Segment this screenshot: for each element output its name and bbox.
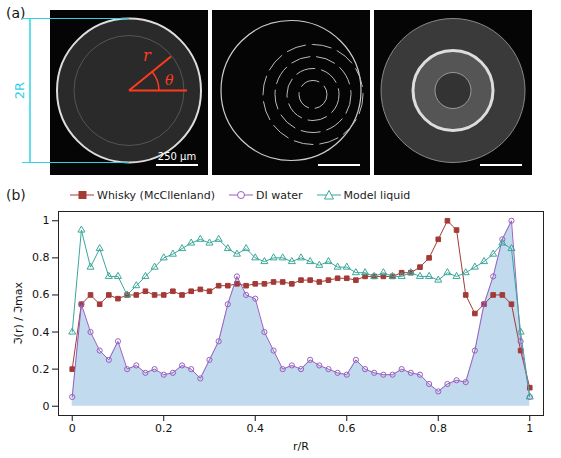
svg-text:0: 0 [69, 422, 76, 435]
svg-text:0.8: 0.8 [430, 422, 448, 435]
svg-text:r: r [143, 46, 152, 65]
svg-text:2R: 2R [12, 82, 27, 99]
svg-text:1: 1 [43, 214, 50, 227]
svg-text:0.8: 0.8 [32, 251, 50, 264]
html-text:Model liquid: Model liquid [343, 188, 411, 202]
svg-text:1: 1 [526, 422, 533, 435]
svg-text:θ: θ [165, 72, 174, 88]
html-text:DI water: DI water [256, 188, 303, 202]
svg-text:ℑ(r) / ℑmax: ℑ(r) / ℑmax [12, 281, 25, 345]
svg-text:0: 0 [43, 400, 50, 413]
svg-text:0.6: 0.6 [338, 422, 356, 435]
svg-text:250 μm: 250 μm [158, 151, 196, 162]
svg-text:0.2: 0.2 [155, 422, 173, 435]
svg-text:0.2: 0.2 [32, 363, 50, 376]
svg-text:(a): (a) [6, 5, 26, 21]
svg-text:0.4: 0.4 [32, 326, 50, 339]
svg-text:r/R: r/R [293, 440, 309, 453]
svg-text:0.6: 0.6 [32, 288, 50, 301]
html-text:Whisky (McCllenland): Whisky (McCllenland) [97, 188, 215, 202]
svg-text:0.4: 0.4 [246, 422, 264, 435]
html-text:(b): (b) [6, 187, 26, 203]
